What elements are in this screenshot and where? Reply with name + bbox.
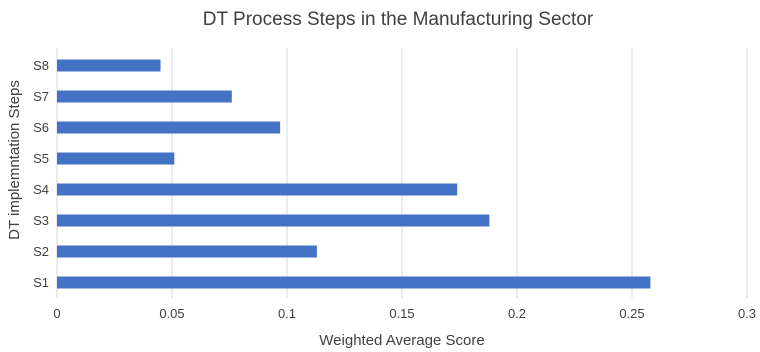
y-tick-labels: S1 S2 S3 S4 S5 S6 S7 S8 bbox=[33, 58, 49, 290]
bar-s4 bbox=[57, 183, 458, 196]
x-tick-labels: 0 0.05 0.1 0.15 0.2 0.25 0.3 bbox=[53, 306, 756, 321]
bar-s7 bbox=[57, 90, 232, 103]
y-tick-label-s5: S5 bbox=[33, 151, 49, 166]
y-tick-label-s3: S3 bbox=[33, 213, 49, 228]
bar-s3 bbox=[57, 214, 490, 227]
x-axis-title: Weighted Average Score bbox=[319, 332, 484, 349]
x-tick-label: 0.2 bbox=[508, 306, 526, 321]
y-tick-label-s6: S6 bbox=[33, 120, 49, 135]
y-tick-label-s7: S7 bbox=[33, 89, 49, 104]
chart-title: DT Process Steps in the Manufacturing Se… bbox=[203, 9, 594, 30]
gridlines bbox=[56, 48, 748, 298]
bar-s8 bbox=[57, 59, 161, 72]
x-tick-label: 0.05 bbox=[159, 306, 184, 321]
x-tick-label: 0.3 bbox=[738, 306, 756, 321]
y-tick-label-s1: S1 bbox=[33, 275, 49, 290]
y-tick-label-s4: S4 bbox=[33, 182, 49, 197]
bar-s2 bbox=[57, 245, 317, 258]
y-axis-title: DT implemntation Steps bbox=[6, 80, 23, 240]
y-tick-label-s8: S8 bbox=[33, 58, 49, 73]
bar-s5 bbox=[57, 152, 175, 165]
y-tick-label-s2: S2 bbox=[33, 244, 49, 259]
x-tick-label: 0.25 bbox=[619, 306, 644, 321]
bars bbox=[57, 59, 651, 289]
bar-s6 bbox=[57, 121, 281, 134]
x-tick-label: 0.15 bbox=[389, 306, 414, 321]
bar-s1 bbox=[57, 276, 651, 289]
x-tick-label: 0 bbox=[53, 306, 60, 321]
x-tick-label: 0.1 bbox=[278, 306, 296, 321]
